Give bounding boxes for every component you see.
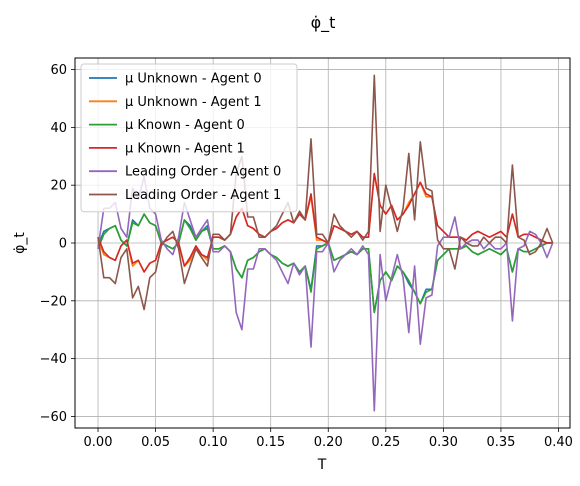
legend-entry: μ Unknown - Agent 1 xyxy=(125,95,262,110)
series-line-4 xyxy=(97,175,554,412)
x-tick-label: 0.30 xyxy=(429,435,458,450)
y-tick-label: 60 xyxy=(50,63,67,78)
y-tick-label: 40 xyxy=(50,121,67,136)
legend-entry: Leading Order - Agent 0 xyxy=(125,165,281,180)
y-tick-label: −20 xyxy=(40,294,67,309)
legend-entry: μ Unknown - Agent 0 xyxy=(125,72,262,87)
legend-box xyxy=(80,63,298,213)
legend: μ Unknown - Agent 0 μ Unknown - Agent 1 μ … xyxy=(80,63,298,213)
y-tick-label: 20 xyxy=(50,179,67,194)
y-axis-label: φ̇_t xyxy=(12,232,28,254)
y-axis: −60 −40 −20 0 20 40 60 xyxy=(40,63,75,425)
series-lines xyxy=(97,74,554,412)
x-tick-label: 0.20 xyxy=(314,435,343,450)
x-tick-label: 0.35 xyxy=(486,435,515,450)
x-tick-label: 0.40 xyxy=(544,435,573,450)
x-tick-label: 0.00 xyxy=(84,435,113,450)
series-line-0 xyxy=(97,213,553,314)
x-axis-label: T xyxy=(317,457,327,473)
legend-entry: Leading Order - Agent 1 xyxy=(125,188,281,203)
x-axis: 0.00 0.05 0.10 0.15 0.20 0.25 0.30 0.35 0.40 xyxy=(84,428,573,450)
chart-title: φ̇_t xyxy=(311,13,336,33)
series-line-3 xyxy=(97,172,553,273)
y-tick-label: −40 xyxy=(40,352,67,367)
x-tick-label: 0.05 xyxy=(141,435,170,450)
series-line-5 xyxy=(97,74,554,311)
series-line-2 xyxy=(97,213,553,314)
legend-entry: μ Known - Agent 0 xyxy=(125,118,245,133)
y-tick-label: 0 xyxy=(59,237,67,252)
x-tick-label: 0.15 xyxy=(256,435,285,450)
x-tick-label: 0.10 xyxy=(199,435,228,450)
x-tick-label: 0.25 xyxy=(371,435,400,450)
y-tick-label: −60 xyxy=(40,410,67,425)
legend-entry: μ Known - Agent 1 xyxy=(125,141,245,156)
